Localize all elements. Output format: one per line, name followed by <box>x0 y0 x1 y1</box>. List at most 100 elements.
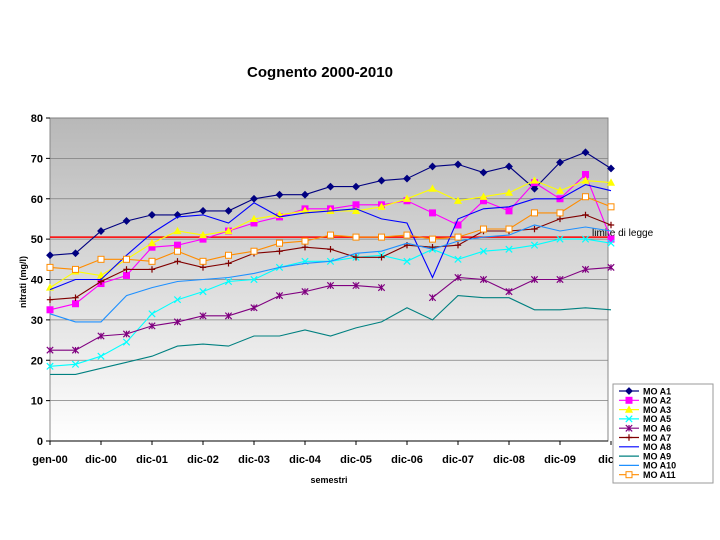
data-point-marker <box>402 194 412 202</box>
data-point-marker <box>72 300 79 308</box>
legend-item: MO A9 <box>619 451 671 461</box>
data-point-marker <box>505 287 513 296</box>
data-point-marker <box>224 206 233 215</box>
data-point-legend-marker <box>625 415 633 423</box>
data-point-marker <box>607 239 615 247</box>
data-point-marker <box>148 257 156 265</box>
data-point-marker <box>46 251 54 260</box>
data-point-marker <box>403 174 411 183</box>
data-point-marker <box>581 235 590 243</box>
data-point-marker <box>199 264 207 271</box>
data-point-marker <box>505 225 513 233</box>
x-tick-label: dic-02 <box>187 454 219 466</box>
x-tick-label: dic-04 <box>289 454 322 466</box>
data-point-legend-marker <box>625 471 633 479</box>
data-point-marker <box>173 296 182 304</box>
data-point-marker <box>46 296 54 303</box>
data-point-marker <box>531 225 538 233</box>
data-point-marker <box>174 241 181 249</box>
data-point-marker <box>173 226 182 235</box>
data-point-marker <box>556 158 564 167</box>
data-point-marker <box>351 206 361 214</box>
legend-label: MO A5 <box>643 414 671 424</box>
x-axis: gen-00 dic-00 dic-01 dic-02 dic-03 dic-04 dic-… <box>32 440 624 466</box>
data-point-marker <box>504 188 514 196</box>
x-axis-label: semestri <box>310 475 347 485</box>
data-point-legend-marker <box>625 434 633 441</box>
data-point-marker <box>428 294 437 302</box>
series-mo-a6 <box>46 263 615 354</box>
data-point-marker <box>377 176 386 185</box>
data-point-marker <box>479 192 488 200</box>
data-point-marker <box>225 251 232 259</box>
data-point-marker <box>505 207 513 215</box>
series-line <box>49 224 612 323</box>
data-point-legend-marker <box>624 405 634 413</box>
legend-label: MO A6 <box>643 424 671 434</box>
data-point-marker <box>378 254 385 261</box>
data-point-marker <box>428 162 437 171</box>
data-point-marker <box>275 292 284 300</box>
data-point-marker <box>97 255 105 263</box>
data-point-marker <box>199 206 207 215</box>
data-point-marker <box>555 186 565 194</box>
data-point-marker <box>46 263 54 271</box>
data-point-marker <box>377 202 386 210</box>
data-point-marker <box>250 304 258 312</box>
y-tick-label: 30 <box>31 315 43 327</box>
data-point-marker <box>530 241 539 249</box>
series-mo-a11 <box>46 193 615 273</box>
x-tick-label: dic-01 <box>136 454 168 466</box>
legend-box <box>612 383 714 484</box>
data-point-marker <box>582 193 589 201</box>
data-point-marker <box>276 248 283 255</box>
series-mo-a10 <box>49 224 612 323</box>
data-point-marker <box>199 312 207 320</box>
data-point-marker <box>173 318 182 326</box>
data-point-marker <box>479 247 488 255</box>
data-point-marker <box>71 346 80 354</box>
data-point-marker <box>122 330 131 338</box>
legend-item: MO A3 <box>619 405 671 415</box>
series-group <box>45 148 616 375</box>
data-point-marker <box>479 275 488 284</box>
data-point-marker <box>97 227 105 235</box>
data-point-marker <box>607 221 615 229</box>
data-point-marker <box>96 271 106 279</box>
data-point-marker <box>123 255 130 263</box>
data-point-marker <box>581 176 590 184</box>
y-tick-label: 0 <box>37 436 43 448</box>
legend-label: MO A11 <box>643 470 676 480</box>
data-point-marker <box>122 217 131 225</box>
legend-item: MO A6 <box>619 424 671 434</box>
x-tick-label: dic-05 <box>340 454 372 466</box>
data-point-marker <box>352 233 360 241</box>
data-point-legend-marker <box>625 387 633 395</box>
data-point-marker <box>505 162 513 171</box>
data-point-marker <box>428 184 437 192</box>
data-point-marker <box>123 266 130 273</box>
data-point-marker <box>607 164 615 173</box>
data-point-marker <box>148 322 156 330</box>
data-point-marker <box>531 209 538 217</box>
data-point-marker <box>224 277 233 286</box>
data-point-marker <box>530 184 539 193</box>
data-point-marker <box>454 273 462 282</box>
legend-label: MO A10 <box>643 461 676 471</box>
data-point-marker <box>224 226 233 235</box>
data-point-marker <box>453 196 463 204</box>
data-point-marker <box>46 362 54 370</box>
data-point-marker <box>530 176 539 184</box>
series-mo-a9 <box>50 295 612 375</box>
x-tick-label: dic-07 <box>442 454 474 466</box>
reference-line-label: limite di legge <box>592 228 654 239</box>
data-point-marker <box>582 211 589 219</box>
data-point-marker <box>225 260 232 267</box>
data-point-marker <box>403 257 411 265</box>
data-point-marker <box>301 287 309 296</box>
data-point-marker <box>326 281 335 290</box>
data-point-marker <box>326 182 335 191</box>
series-line <box>50 266 612 351</box>
data-point-marker <box>352 182 360 191</box>
